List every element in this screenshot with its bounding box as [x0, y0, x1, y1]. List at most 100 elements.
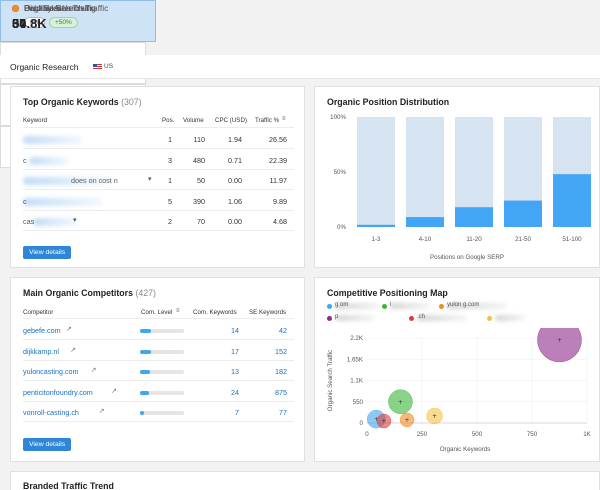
col-se-keywords[interactable]: SE Keywords [249, 309, 287, 316]
se-keywords-cell[interactable]: 152 [275, 346, 287, 356]
x-tick-label: 750 [527, 431, 538, 438]
bar [553, 174, 591, 227]
legend-dot-icon [382, 304, 387, 309]
keyword-cell[interactable]: cas [23, 217, 35, 226]
change-badge: +50% [49, 17, 78, 28]
top-keywords-card: Top Organic Keywords (307) Keyword Pos. … [10, 86, 305, 268]
scatter-point [426, 407, 443, 425]
redacted-keyword [33, 218, 78, 226]
scatter-point [537, 328, 582, 363]
y-tick-label: 50% [334, 169, 347, 176]
keyword-cell[interactable]: c [23, 196, 27, 206]
col-competitor[interactable]: Competitor [23, 309, 54, 316]
pos-cell: 2 [168, 217, 172, 226]
competition-level-bar [140, 411, 184, 415]
y-tick-label: 100% [330, 114, 346, 121]
se-keywords-cell[interactable]: 875 [275, 387, 287, 397]
competitor-link[interactable]: dijkkamp.nl [23, 346, 59, 356]
com-keywords-cell[interactable]: 13 [231, 367, 239, 376]
bar-track [406, 117, 444, 227]
cpc-cell: 0.71 [228, 155, 242, 165]
x-tick-label: 1-3 [372, 236, 382, 243]
col-volume[interactable]: Volume [183, 117, 204, 124]
chevron-down-icon[interactable]: ▾ [73, 217, 77, 224]
card-title: Competitive Positioning Map [327, 288, 448, 298]
distribution-chart: 100% 50% 0% 1-3 4-10 11-20 21-50 51-100 Position… [330, 114, 591, 261]
cpc-cell: 0.00 [228, 217, 242, 226]
col-traffic[interactable]: Traffic % [255, 117, 280, 124]
point-marker-icon: + [374, 416, 379, 423]
col-keyword[interactable]: Keyword [23, 117, 48, 124]
volume-cell: 390 [193, 196, 205, 206]
view-details-button[interactable]: View details [23, 246, 72, 259]
database-label: US [104, 63, 114, 70]
bar [504, 200, 542, 227]
sort-icon[interactable]: ≡ [176, 308, 180, 314]
point-marker-icon: + [381, 418, 386, 425]
external-link-icon[interactable]: ↗ [66, 326, 72, 333]
y-tick-label: 0 [360, 420, 364, 427]
col-cpc[interactable]: CPC (USD) [215, 117, 247, 124]
bar [455, 207, 493, 227]
redacted-domain [417, 315, 467, 321]
com-keywords-cell[interactable]: 14 [231, 326, 239, 335]
col-pos[interactable]: Pos. [162, 117, 175, 124]
chevron-down-icon[interactable]: ▾ [148, 176, 152, 183]
competitor-link[interactable]: vonroll-casting.ch [23, 408, 79, 417]
competition-level-bar [140, 329, 184, 333]
card-title[interactable]: Main Organic Competitors (427) [23, 288, 156, 298]
col-com-keywords[interactable]: Com. Keywords [193, 309, 237, 316]
point-marker-icon: + [432, 413, 437, 420]
com-keywords-cell[interactable]: 7 [235, 408, 239, 417]
se-keywords-cell[interactable]: 42 [279, 326, 287, 335]
sort-icon[interactable]: ≡ [282, 116, 286, 122]
x-tick-label: 51-100 [562, 236, 582, 243]
legend-label: p [335, 314, 339, 320]
keyword-cell[interactable]: does on cost n [71, 176, 118, 185]
card-title: Organic Position Distribution [327, 97, 450, 107]
external-link-icon[interactable]: ↗ [111, 387, 117, 395]
view-details-button[interactable]: View details [23, 438, 72, 451]
legend-dot-icon [409, 316, 414, 321]
pos-cell: 5 [168, 196, 172, 206]
traffic-cell: 4.68 [273, 217, 287, 226]
external-link-icon[interactable]: ↗ [90, 367, 97, 374]
cpc-cell: 1.94 [228, 135, 242, 144]
x-axis-label: Organic Keywords [440, 446, 491, 453]
map-legend: g om l yulon g.com p .ch [327, 302, 597, 324]
competitor-link[interactable]: yuloncasting.com [23, 367, 79, 376]
keyword-cell[interactable]: c [23, 155, 27, 165]
legend-label: l [390, 302, 392, 308]
x-tick-label: 250 [417, 431, 428, 438]
card-title[interactable]: Top Organic Keywords (307) [23, 97, 142, 107]
traffic-cell: 26.56 [269, 135, 287, 144]
display-dot-icon [12, 5, 19, 12]
competitor-link[interactable]: penticitonfoundry.com [23, 387, 93, 397]
se-keywords-cell[interactable]: 182 [275, 367, 287, 376]
x-tick-label: 1K [583, 431, 591, 438]
redacted-domain [390, 303, 430, 309]
competitor-link[interactable]: gebefe.com [23, 326, 61, 335]
scatter-point [399, 412, 415, 428]
y-axis-label: Organic Search Traffic [327, 350, 334, 411]
metric-value: 34.8K [12, 16, 47, 31]
se-keywords-cell[interactable]: 77 [279, 408, 287, 417]
traffic-cell: 9.89 [273, 196, 287, 206]
bar [406, 217, 444, 227]
external-link-icon[interactable]: ↗ [70, 346, 76, 354]
scatter-point [388, 389, 413, 414]
legend-dot-icon [487, 316, 492, 321]
competition-level-bar [140, 349, 184, 354]
com-keywords-cell[interactable]: 17 [231, 346, 239, 356]
external-link-icon[interactable]: ↗ [98, 408, 105, 415]
bar [357, 224, 395, 227]
bar-track [357, 117, 395, 227]
volume-cell: 50 [197, 176, 205, 185]
col-level[interactable]: Com. Level [141, 309, 173, 316]
com-keywords-cell[interactable]: 24 [231, 387, 239, 397]
y-tick-label: 1.65K [347, 356, 364, 363]
branded-trend-card: Branded Traffic Trend [10, 471, 600, 490]
point-marker-icon: + [557, 337, 562, 344]
metric-title: Display Advertising [12, 3, 96, 13]
point-marker-icon: + [405, 417, 410, 424]
